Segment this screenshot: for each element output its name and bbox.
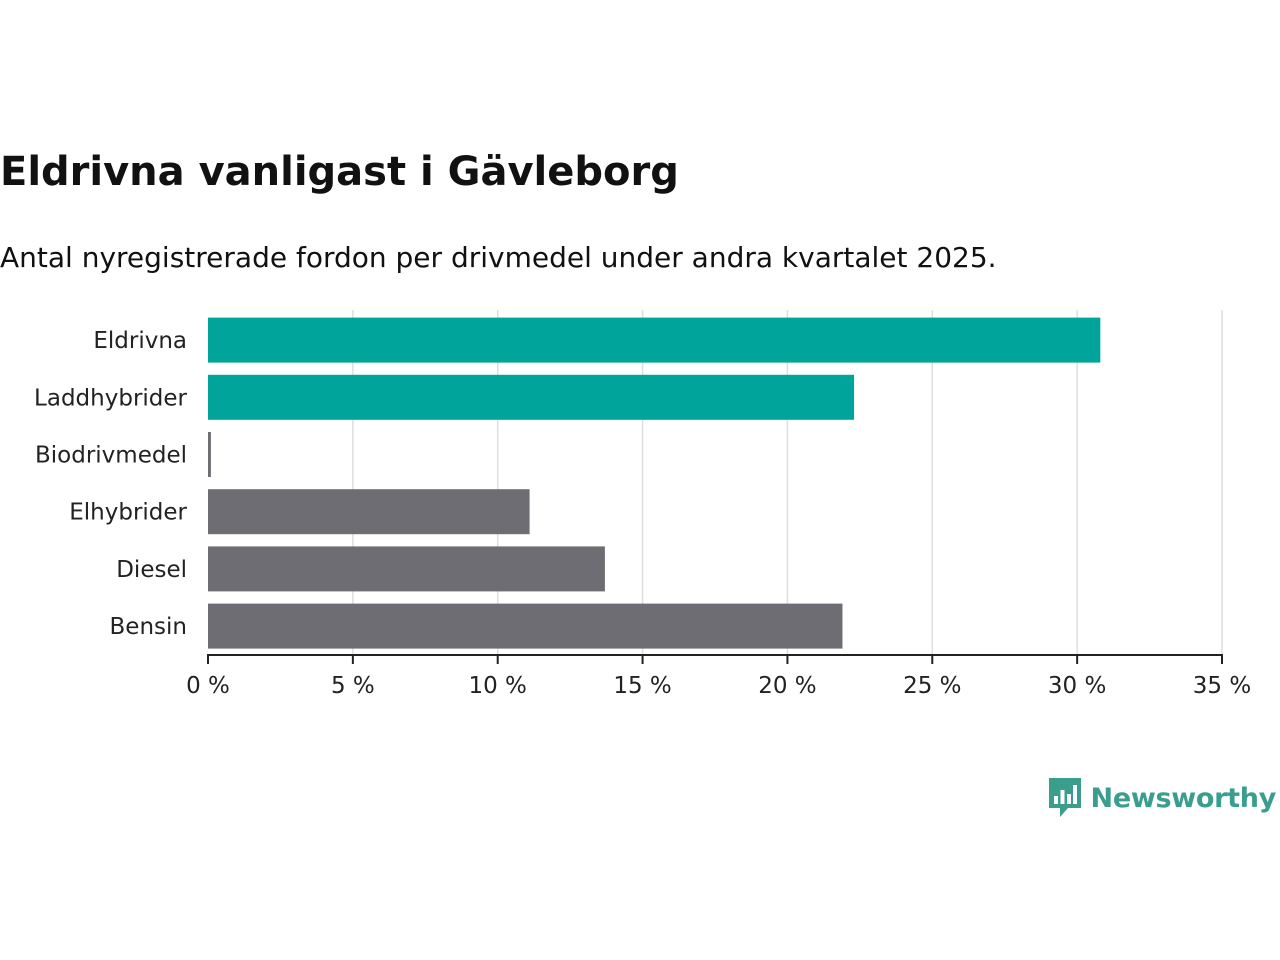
bar-chart-speech-bubble-icon [1048,778,1081,817]
tick-label: 30 % [1048,673,1106,699]
tick-label: 35 % [1193,673,1251,699]
tick-label: 10 % [468,673,526,699]
category-label: Laddhybrider [34,385,187,411]
category-labels: Eldrivna Laddhybrider Biodrivmedel Elhybrid… [34,328,187,640]
tick-label: 15 % [613,673,671,699]
x-axis-ticks: 0 % 5 % 10 % 15 % 20 % 25 % 30 % 35 % [186,655,1251,699]
gridlines [352,310,1223,655]
brand-name: Newsworthy [1090,782,1277,814]
category-label: Eldrivna [93,328,187,354]
bar-laddhybrider [208,374,855,420]
bar-diesel [208,546,605,592]
category-label: Elhybrider [69,500,187,526]
bar-eldrivna [208,317,1101,363]
chart-subtitle: Antal nyregistrerade fordon per drivmede… [0,241,997,274]
tick-label: 20 % [758,673,816,699]
category-label: Bensin [110,614,187,640]
category-label: Diesel [116,557,187,583]
tick-label: 0 % [186,673,230,699]
tick-label: 25 % [903,673,961,699]
bar-elhybrider [208,489,530,535]
bars [208,317,1101,649]
chart-title: Eldrivna vanligast i Gävleborg [0,149,679,195]
tick-label: 5 % [331,673,375,699]
category-label: Biodrivmedel [35,443,187,469]
bar-bensin [208,603,843,649]
newsworthy-brand: Newsworthy [1047,776,1276,820]
bar-biodrivmedel [208,432,211,477]
bar-chart: Eldrivna Laddhybrider Biodrivmedel Elhybrid… [34,310,1251,699]
